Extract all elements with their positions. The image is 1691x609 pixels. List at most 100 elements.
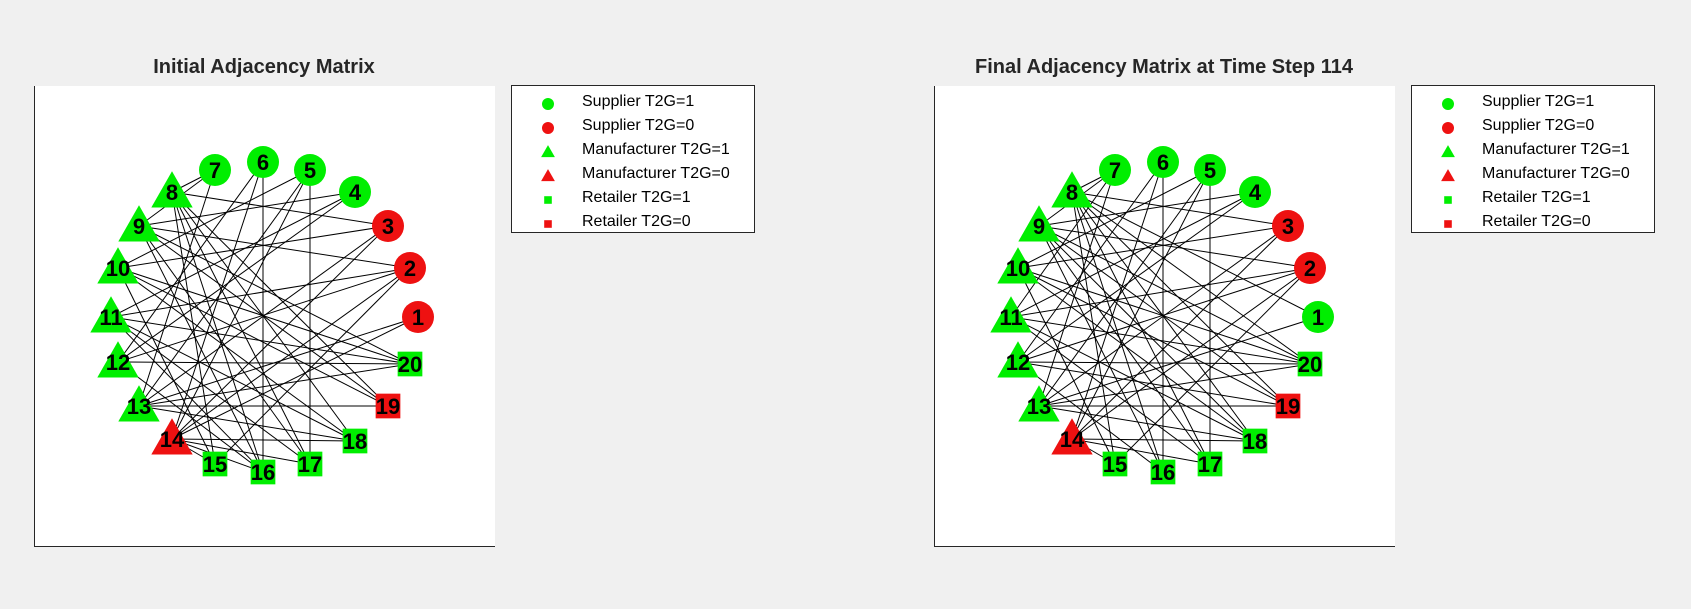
edge-2-11 xyxy=(110,267,411,318)
node-label: 17 xyxy=(298,452,322,477)
edge-4-9 xyxy=(138,191,356,227)
node-label: 4 xyxy=(1249,180,1262,205)
legend-square-icon xyxy=(1444,220,1452,228)
node-retailer-marker xyxy=(397,351,423,377)
node-manufacturer-marker xyxy=(1018,205,1060,242)
node-manufacturer-marker xyxy=(151,418,193,455)
node-label: 11 xyxy=(99,305,122,330)
node-label: 6 xyxy=(1157,150,1169,175)
edge-9-20 xyxy=(1038,225,1311,365)
plot-title-initial: Initial Adjacency Matrix xyxy=(153,56,375,78)
edge-1-13 xyxy=(1038,316,1319,407)
edge-5-14 xyxy=(171,169,311,440)
edge-10-15 xyxy=(117,267,216,465)
node-label: 4 xyxy=(349,180,362,205)
edges xyxy=(1010,161,1319,473)
edge-3-14 xyxy=(1071,225,1289,440)
node-label: 9 xyxy=(133,214,145,239)
node-manufacturer-marker xyxy=(97,341,139,378)
edge-4-11 xyxy=(1010,191,1256,318)
edge-7-13 xyxy=(138,169,216,407)
node-label: 16 xyxy=(1151,460,1175,485)
node-supplier-marker xyxy=(1147,146,1179,178)
node-label: 13 xyxy=(127,394,151,419)
edge-13-18 xyxy=(138,405,356,442)
node-supplier-marker xyxy=(1194,154,1226,186)
edge-12-20 xyxy=(1017,361,1311,365)
node-label: 2 xyxy=(1304,256,1316,281)
edge-3-14 xyxy=(171,225,389,440)
edge-8-17 xyxy=(171,191,311,465)
legend-item: Supplier T2G=0 xyxy=(512,116,754,140)
legend-item: Manufacturer T2G=0 xyxy=(1412,164,1654,188)
edge-6-12 xyxy=(117,161,264,363)
legend-item: Retailer T2G=1 xyxy=(512,188,754,212)
node-supplier-marker xyxy=(394,252,426,284)
node-retailer-marker xyxy=(1297,351,1323,377)
node-manufacturer-marker xyxy=(97,247,139,284)
edge-3-10 xyxy=(117,225,389,269)
edge-1-8 xyxy=(1071,191,1319,318)
legend-square-icon xyxy=(1444,196,1452,204)
edge-8-16 xyxy=(171,191,264,473)
edge-9-16 xyxy=(138,225,264,473)
node-supplier-marker xyxy=(1294,252,1326,284)
node-label: 14 xyxy=(1060,427,1085,452)
node-label: 20 xyxy=(1298,352,1322,377)
edge-12-20 xyxy=(117,361,411,365)
node-label: 1 xyxy=(1312,305,1324,330)
node-manufacturer-marker xyxy=(151,171,193,208)
edge-2-9 xyxy=(138,225,411,269)
edge-9-16 xyxy=(1038,225,1164,473)
legend-triangle-icon xyxy=(541,169,555,182)
edge-3-10 xyxy=(1017,225,1289,269)
legend-triangle-icon xyxy=(1441,169,1455,182)
node-retailer-marker xyxy=(342,428,368,454)
edge-12-16 xyxy=(1017,361,1164,473)
node-label: 18 xyxy=(1243,429,1267,454)
edge-3-8 xyxy=(171,191,389,227)
node-label: 19 xyxy=(376,394,400,419)
node-supplier-marker xyxy=(1239,176,1271,208)
node-manufacturer-marker xyxy=(118,205,160,242)
node-manufacturer-marker xyxy=(997,247,1039,284)
edge-8-19 xyxy=(171,191,389,407)
node-label: 5 xyxy=(304,158,316,183)
edge-10-15 xyxy=(1017,267,1116,465)
edge-2-11 xyxy=(1010,267,1311,318)
edge-11-17 xyxy=(1010,316,1211,465)
edge-2-12 xyxy=(1017,267,1311,363)
edge-14-18 xyxy=(1071,438,1256,442)
node-label: 9 xyxy=(1033,214,1045,239)
edge-10-20 xyxy=(1017,267,1311,365)
node-retailer-marker xyxy=(1150,459,1176,485)
edge-5-14 xyxy=(1071,169,1211,440)
edge-2-15 xyxy=(214,267,411,465)
edge-5-10 xyxy=(1017,169,1211,269)
edge-3-8 xyxy=(1071,191,1289,227)
edge-11-16 xyxy=(110,316,264,473)
edge-9-18 xyxy=(1038,225,1256,442)
legend-item: Retailer T2G=0 xyxy=(512,212,754,232)
edge-8-15 xyxy=(1071,191,1116,465)
node-retailer-marker xyxy=(297,451,323,477)
node-label: 8 xyxy=(166,180,178,205)
node-label: 6 xyxy=(257,150,269,175)
edge-9-17 xyxy=(1038,225,1211,465)
node-label: 18 xyxy=(343,429,367,454)
legend-item: Manufacturer T2G=1 xyxy=(512,140,754,164)
legend-circle-icon xyxy=(542,122,554,134)
node-label: 12 xyxy=(1006,350,1030,375)
edge-13-20 xyxy=(1038,363,1311,407)
node-manufacturer-marker xyxy=(997,341,1039,378)
edge-11-18 xyxy=(1010,316,1256,442)
node-label: 15 xyxy=(203,452,227,477)
node-manufacturer-marker xyxy=(1051,418,1093,455)
edge-4-9 xyxy=(1038,191,1256,227)
node-supplier-marker xyxy=(372,210,404,242)
node-manufacturer-marker xyxy=(118,385,160,422)
node-supplier-marker xyxy=(247,146,279,178)
node-supplier-marker xyxy=(1272,210,1304,242)
